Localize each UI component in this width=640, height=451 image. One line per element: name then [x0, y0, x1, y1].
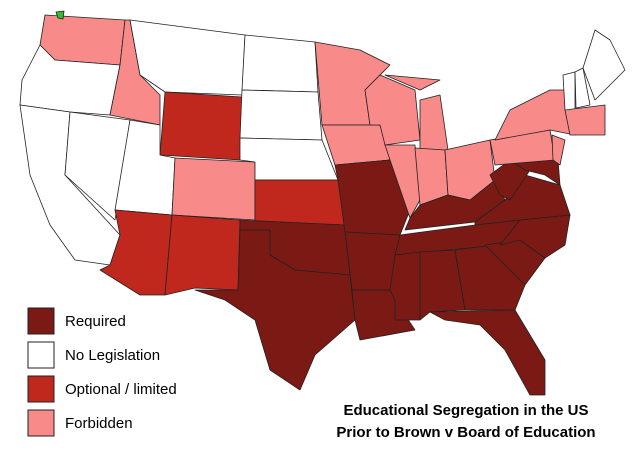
legend: Required No Legislation Optional / limited…	[27, 307, 177, 437]
legend-swatch	[27, 409, 55, 437]
legend-label: Forbidden	[65, 415, 133, 432]
state	[321, 124, 391, 166]
legend-label: No Legislation	[65, 347, 160, 364]
title-line: Educational Segregation in the US	[343, 402, 588, 419]
state	[194, 229, 356, 391]
state	[159, 91, 243, 161]
state	[19, 44, 121, 116]
state	[129, 19, 246, 96]
state	[574, 67, 591, 109]
state	[494, 89, 576, 141]
legend-swatch	[27, 307, 55, 335]
states	[19, 10, 626, 396]
legend-label: Required	[65, 313, 126, 330]
state	[474, 174, 571, 226]
state	[171, 157, 256, 221]
legend-swatch	[27, 341, 55, 369]
state	[582, 29, 626, 101]
state	[254, 179, 346, 226]
state	[419, 249, 466, 321]
legend-label: Optional / limited	[65, 381, 177, 398]
state	[429, 309, 546, 396]
state	[64, 111, 131, 221]
state	[419, 94, 449, 151]
state	[384, 144, 421, 219]
island	[55, 10, 65, 20]
legend-swatch	[27, 375, 55, 403]
state	[384, 74, 441, 91]
state	[562, 71, 576, 111]
state	[551, 134, 566, 166]
state	[564, 104, 606, 136]
state	[241, 34, 319, 93]
state	[239, 137, 339, 181]
state	[364, 74, 421, 146]
state	[164, 214, 241, 296]
title-line: Prior to Brown v Board of Education	[336, 424, 595, 441]
state	[239, 89, 323, 141]
